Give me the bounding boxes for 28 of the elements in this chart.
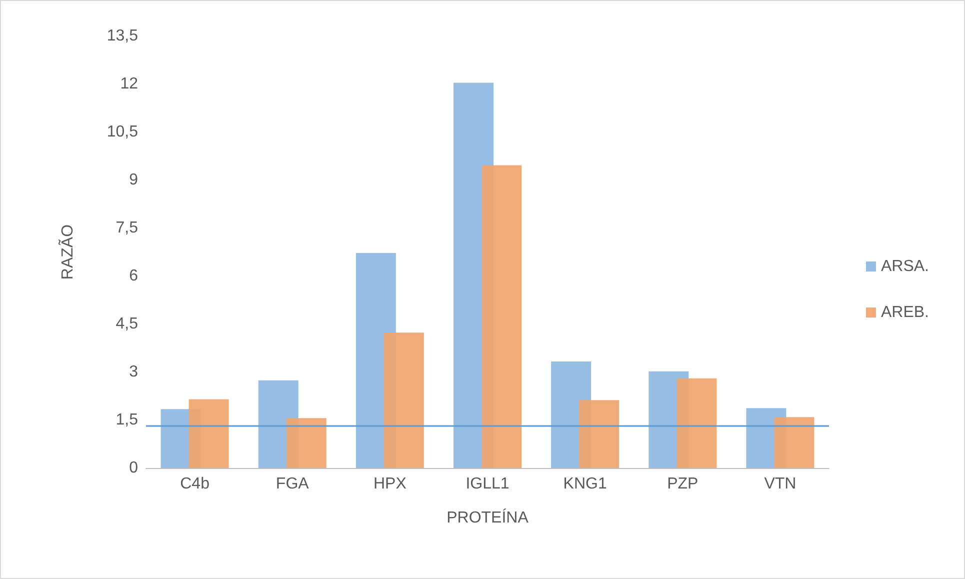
- bar: [579, 400, 620, 468]
- x-tick-label: FGA: [276, 476, 310, 492]
- bar: [676, 378, 717, 468]
- x-axis-title: PROTEÍNA: [446, 508, 529, 526]
- legend-label: AREB.: [880, 304, 929, 321]
- y-axis-title: RAZÃO: [58, 224, 76, 280]
- x-tick-label: PZP: [667, 476, 698, 492]
- y-tick-label: 7,5: [116, 220, 138, 236]
- legend-label: ARSA.: [880, 258, 929, 275]
- x-tick-label: KNG1: [563, 476, 607, 492]
- x-tick-label: C4b: [180, 476, 210, 492]
- x-tick-label: IGLL1: [466, 476, 510, 492]
- y-tick-label: 10,5: [106, 124, 138, 140]
- y-tick-label: 4,5: [116, 316, 138, 332]
- y-tick-label: 13,5: [106, 28, 138, 44]
- y-tick-label: 1,5: [116, 412, 138, 428]
- y-tick-label: 3: [129, 364, 138, 380]
- y-tick-label: 12: [120, 76, 138, 92]
- y-tick-label: 9: [129, 172, 138, 188]
- bar: [774, 417, 814, 468]
- bar: [286, 418, 326, 468]
- bar: [384, 332, 424, 468]
- bar: [482, 165, 522, 468]
- y-tick-label: 6: [129, 268, 138, 284]
- y-tick-label: 0: [129, 460, 138, 476]
- x-tick-label: VTN: [764, 476, 796, 492]
- bar: [188, 399, 229, 468]
- x-tick-label: HPX: [373, 476, 407, 492]
